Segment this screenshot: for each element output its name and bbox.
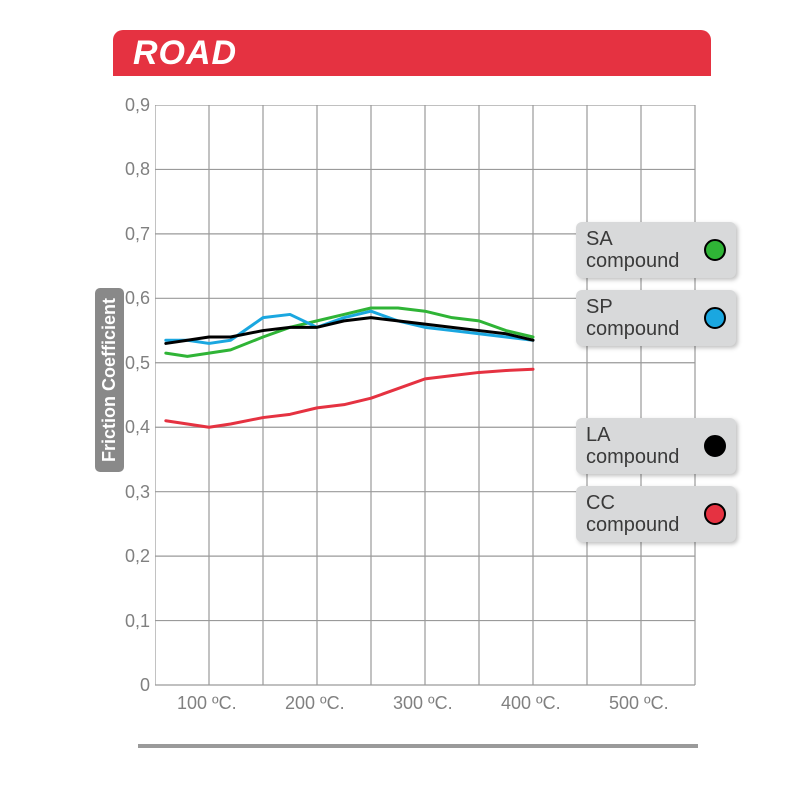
y-tick-label: 0 [110, 675, 150, 696]
legend-label: SP compound [586, 296, 679, 340]
y-tick-label: 0,7 [110, 224, 150, 245]
y-tick-label: 0,6 [110, 288, 150, 309]
legend-label: LA compound [586, 424, 679, 468]
y-axis-title: Friction Coefficient [95, 288, 124, 472]
x-tick-label: 100 ºC. [177, 693, 237, 714]
bottom-rule [138, 744, 698, 748]
legend-item-cc: CC compound [576, 486, 736, 542]
y-tick-label: 0,3 [110, 482, 150, 503]
y-tick-label: 0,2 [110, 546, 150, 567]
sp-dot-icon [704, 307, 726, 329]
friction-chart [155, 105, 697, 687]
legend-item-la: LA compound [576, 418, 736, 474]
la-dot-icon [704, 435, 726, 457]
y-tick-label: 0,4 [110, 417, 150, 438]
y-tick-label: 0,9 [110, 95, 150, 116]
title-bar: ROAD [113, 30, 711, 76]
legend-label: SA compound [586, 228, 679, 272]
y-tick-label: 0,1 [110, 611, 150, 632]
legend-item-sa: SA compound [576, 222, 736, 278]
y-tick-label: 0,8 [110, 159, 150, 180]
x-tick-label: 300 ºC. [393, 693, 453, 714]
title-text: ROAD [133, 34, 237, 73]
cc-dot-icon [704, 503, 726, 525]
x-tick-label: 400 ºC. [501, 693, 561, 714]
x-tick-label: 500 ºC. [609, 693, 669, 714]
y-tick-label: 0,5 [110, 353, 150, 374]
x-tick-label: 200 ºC. [285, 693, 345, 714]
legend-item-sp: SP compound [576, 290, 736, 346]
legend-label: CC compound [586, 492, 679, 536]
sa-dot-icon [704, 239, 726, 261]
